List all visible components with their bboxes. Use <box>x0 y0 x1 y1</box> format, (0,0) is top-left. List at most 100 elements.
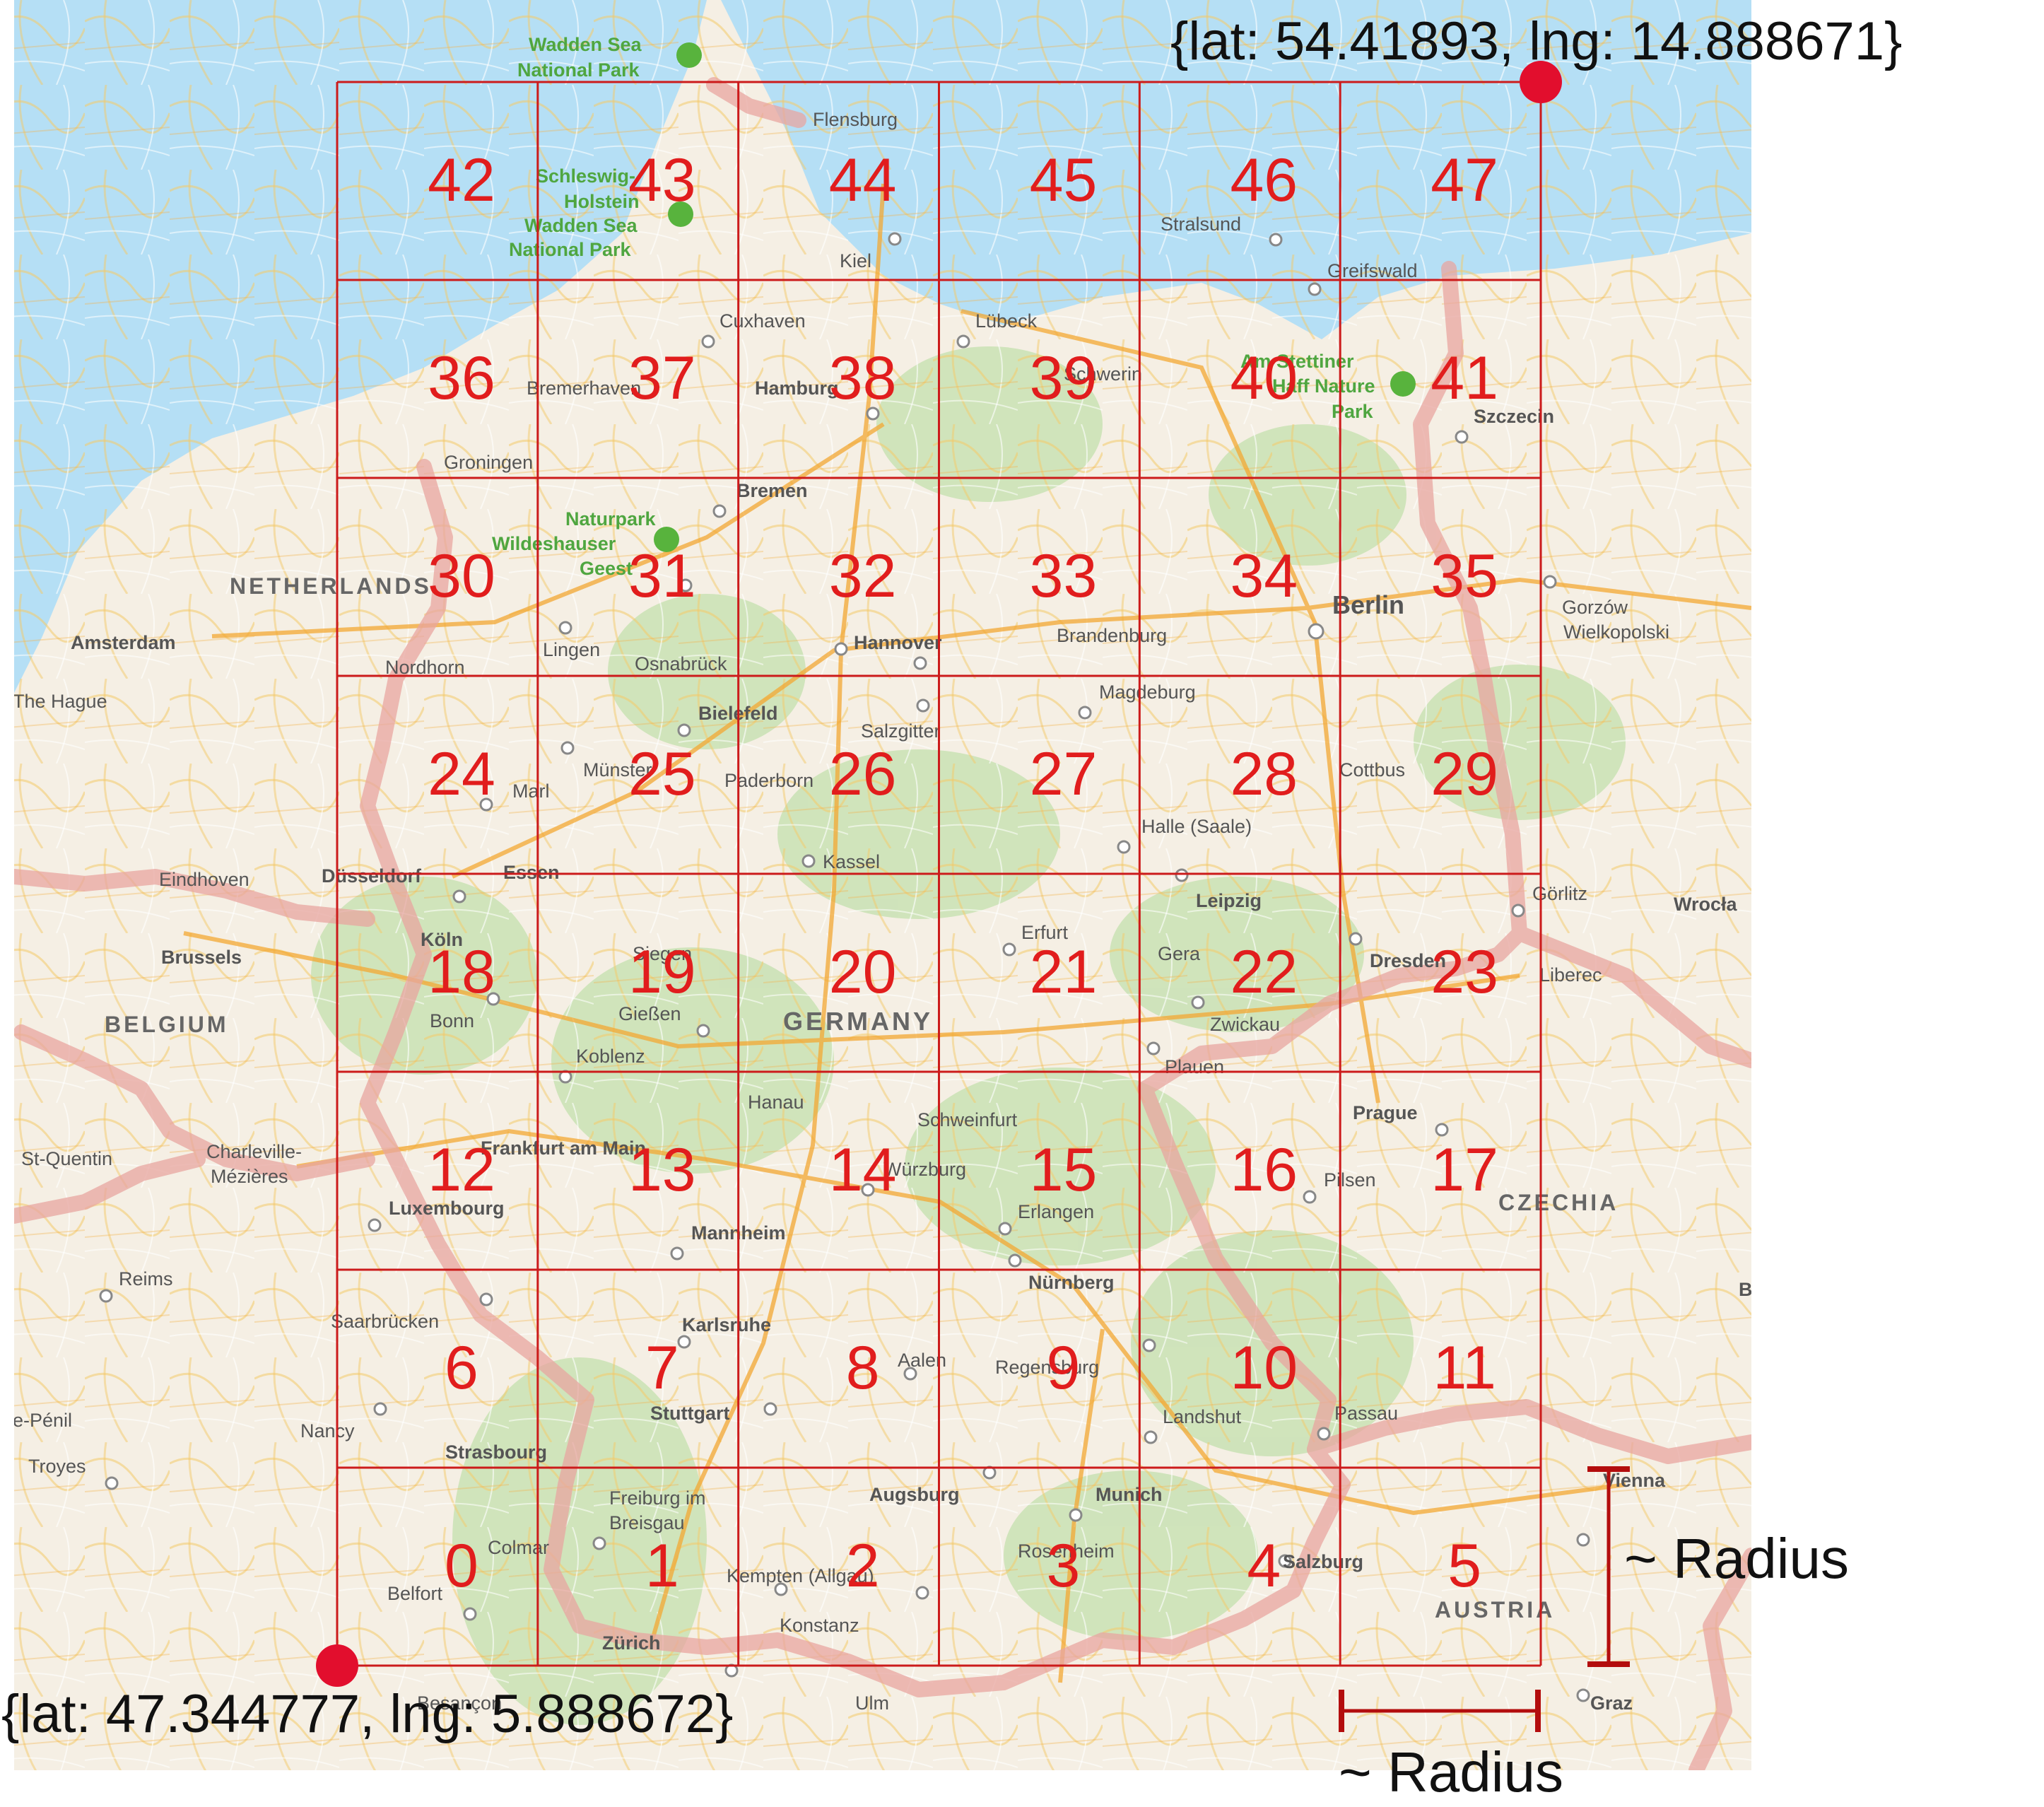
city-label: Kiel <box>840 250 871 271</box>
city-label: Besançon <box>417 1692 502 1714</box>
city-label: Troyes <box>28 1456 86 1477</box>
city-label: Landshut <box>1163 1406 1242 1427</box>
city-label: Halle (Saale) <box>1141 816 1252 837</box>
city-label: Augsburg <box>869 1484 960 1505</box>
city-label: Koblenz <box>576 1046 645 1067</box>
grid-cell-label: 7 <box>645 1334 679 1402</box>
city-label: Kassel <box>823 851 880 872</box>
northeast-corner-label: {lat: 54.41893, lng: 14.888671} <box>1170 11 1902 71</box>
city-label: Reims <box>119 1268 173 1290</box>
city-label: Nancy <box>300 1420 355 1441</box>
grid-cell-label: 0 <box>445 1532 478 1600</box>
grid-cell-label: 1 <box>645 1532 679 1600</box>
grid-cell-label: 16 <box>1230 1136 1298 1204</box>
city-label: Gießen <box>618 1003 681 1024</box>
city-label: Rosenheim <box>1018 1540 1115 1562</box>
park-label: Haff Nature <box>1272 375 1375 397</box>
country-borders <box>14 77 1751 1770</box>
horizontal-radius-label: ~ Radius <box>1339 1741 1563 1803</box>
grid-cell-label: 44 <box>829 146 897 214</box>
basemap: NETHERLANDS BELGIUM GERMANY CZECHIA AUST… <box>13 0 1753 1770</box>
grid-cell-label: 28 <box>1230 740 1298 808</box>
city-label: Magdeburg <box>1099 682 1196 703</box>
city-label: Brussels <box>161 947 242 968</box>
city-label: Strasbourg <box>445 1441 547 1463</box>
city-label: B <box>1739 1279 1753 1300</box>
grid-cell-label: 23 <box>1431 938 1498 1006</box>
city-label: Luxembourg <box>389 1198 505 1219</box>
grid-cell-label: 5 <box>1447 1532 1481 1600</box>
grid-cell-label: 3 <box>1047 1532 1081 1600</box>
park-label: Am Stettiner <box>1240 351 1354 372</box>
city-label: Schwerin <box>1064 363 1142 385</box>
city-label: e-Pénil <box>13 1410 72 1431</box>
city-label: Groningen <box>444 452 533 473</box>
grid-cell-label: 26 <box>829 740 897 808</box>
grid-cell-label: 47 <box>1431 146 1498 214</box>
city-label: Gorzów <box>1562 597 1628 618</box>
city-label: Freiburg im <box>609 1487 706 1509</box>
park-labels: Wadden Sea National Park Schleswig- Hols… <box>492 34 1375 554</box>
city-label: Eindhoven <box>159 869 249 890</box>
park-label: Wadden Sea <box>529 34 642 55</box>
grid-cell-label: 41 <box>1431 344 1498 412</box>
city-label: Leipzig <box>1196 890 1262 911</box>
grid-cell-label: 19 <box>628 938 696 1006</box>
city-label: Passau <box>1334 1403 1398 1424</box>
city-label: Brandenburg <box>1057 625 1167 646</box>
city-label: Zwickau <box>1210 1014 1280 1035</box>
city-markers <box>99 232 1590 1702</box>
horizontal-radius-indicator <box>1339 1690 1541 1732</box>
city-label: Siegen <box>633 943 692 964</box>
park-label: Holstein <box>564 191 640 212</box>
grid-cell-label: 6 <box>445 1334 478 1402</box>
city-label: Hamburg <box>755 378 839 399</box>
northeast-corner-marker <box>1520 61 1562 103</box>
city-label: Lübeck <box>975 310 1038 332</box>
grid-cell-label: 13 <box>628 1136 696 1204</box>
city-label: Pilsen <box>1324 1169 1376 1191</box>
grid-cell-label: 35 <box>1431 542 1498 610</box>
grid-cell-label: 39 <box>1030 344 1098 412</box>
grid-cell-label: 27 <box>1030 740 1098 808</box>
park-icons <box>654 42 1416 552</box>
city-label: Prague <box>1353 1102 1418 1123</box>
grid-cell-label: 21 <box>1030 938 1098 1006</box>
city-label: Saarbrücken <box>331 1311 439 1332</box>
grid-cell-label: 37 <box>628 344 696 412</box>
grid-cell-label: 29 <box>1431 740 1498 808</box>
city-label: The Hague <box>13 691 107 712</box>
park-label: Wildeshauser <box>492 533 616 554</box>
southwest-corner-marker <box>316 1644 358 1687</box>
city-label: Cuxhaven <box>719 310 806 332</box>
grid-cell-label: 10 <box>1230 1334 1298 1402</box>
southwest-corner-label: {lat: 47.344777, lng: 5.888672} <box>1 1684 733 1744</box>
city-label: Ulm <box>855 1692 889 1714</box>
city-label: Hanau <box>748 1092 804 1113</box>
city-label: Colmar <box>488 1537 549 1558</box>
city-label: Salzgitter <box>861 720 941 742</box>
park-label: Schleswig- <box>536 165 635 187</box>
grid-cell-label: 15 <box>1030 1136 1098 1204</box>
park-label: National Park <box>517 59 640 81</box>
city-label: Erfurt <box>1021 922 1069 943</box>
city-label: Frankfurt am Main <box>481 1138 646 1159</box>
city-label: Greifswald <box>1327 260 1418 281</box>
city-label: Salzburg <box>1283 1551 1363 1572</box>
country-label: BELGIUM <box>105 1012 229 1037</box>
city-label: Hannover <box>854 632 942 653</box>
vertical-radius-indicator <box>1587 1466 1630 1667</box>
city-label: St-Quentin <box>21 1148 112 1169</box>
country-label: NETHERLANDS <box>230 573 432 599</box>
city-label: Vienna <box>1603 1470 1666 1491</box>
grid-cell-label: 31 <box>628 542 696 610</box>
city-label: Mézières <box>211 1166 288 1187</box>
grid-cell-label: 4 <box>1247 1532 1281 1600</box>
city-label: Cottbus <box>1339 759 1405 780</box>
city-label: Bremen <box>736 480 808 501</box>
grid-cell-label: 8 <box>846 1334 880 1402</box>
grid-cell-label: 42 <box>428 146 495 214</box>
